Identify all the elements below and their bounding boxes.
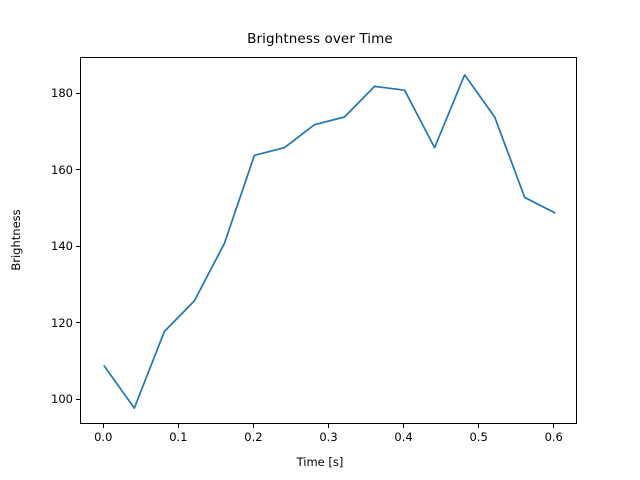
x-tick-label: 0.4: [394, 430, 413, 444]
chart-title: Brightness over Time: [247, 31, 393, 47]
y-tick-label: 120: [51, 315, 73, 330]
y-tick-label: 100: [51, 392, 73, 407]
x-tick-mark: [252, 424, 254, 428]
y-tick-mark: [76, 322, 80, 324]
brightness-line: [103, 74, 556, 409]
y-tick-mark: [76, 245, 80, 247]
y-tick-mark: [76, 92, 80, 94]
x-tick-label: 0.6: [544, 430, 563, 444]
x-tick-mark: [102, 424, 104, 428]
y-tick-label: 140: [51, 239, 73, 254]
x-tick-mark: [328, 424, 330, 428]
y-tick-mark: [76, 398, 80, 401]
y-tick-mark: [76, 169, 80, 171]
x-tick-mark: [553, 424, 555, 428]
y-tick-label: 160: [51, 162, 73, 177]
y-tick-label: 180: [51, 86, 73, 100]
x-axis-label: Time [s]: [296, 455, 344, 469]
x-tick-mark: [478, 424, 480, 428]
x-tick-label: 0.3: [319, 430, 338, 444]
x-tick-label: 0.5: [469, 430, 488, 444]
x-tick-mark: [403, 424, 405, 428]
plot-area: [80, 57, 577, 424]
x-tick-label: 0.1: [169, 430, 188, 444]
x-tick-label: 0.0: [94, 430, 113, 444]
line-series-svg: [103, 74, 556, 409]
x-tick-label: 0.2: [244, 430, 263, 444]
x-tick-mark: [177, 424, 179, 428]
y-axis-label: Brightness: [9, 209, 23, 271]
